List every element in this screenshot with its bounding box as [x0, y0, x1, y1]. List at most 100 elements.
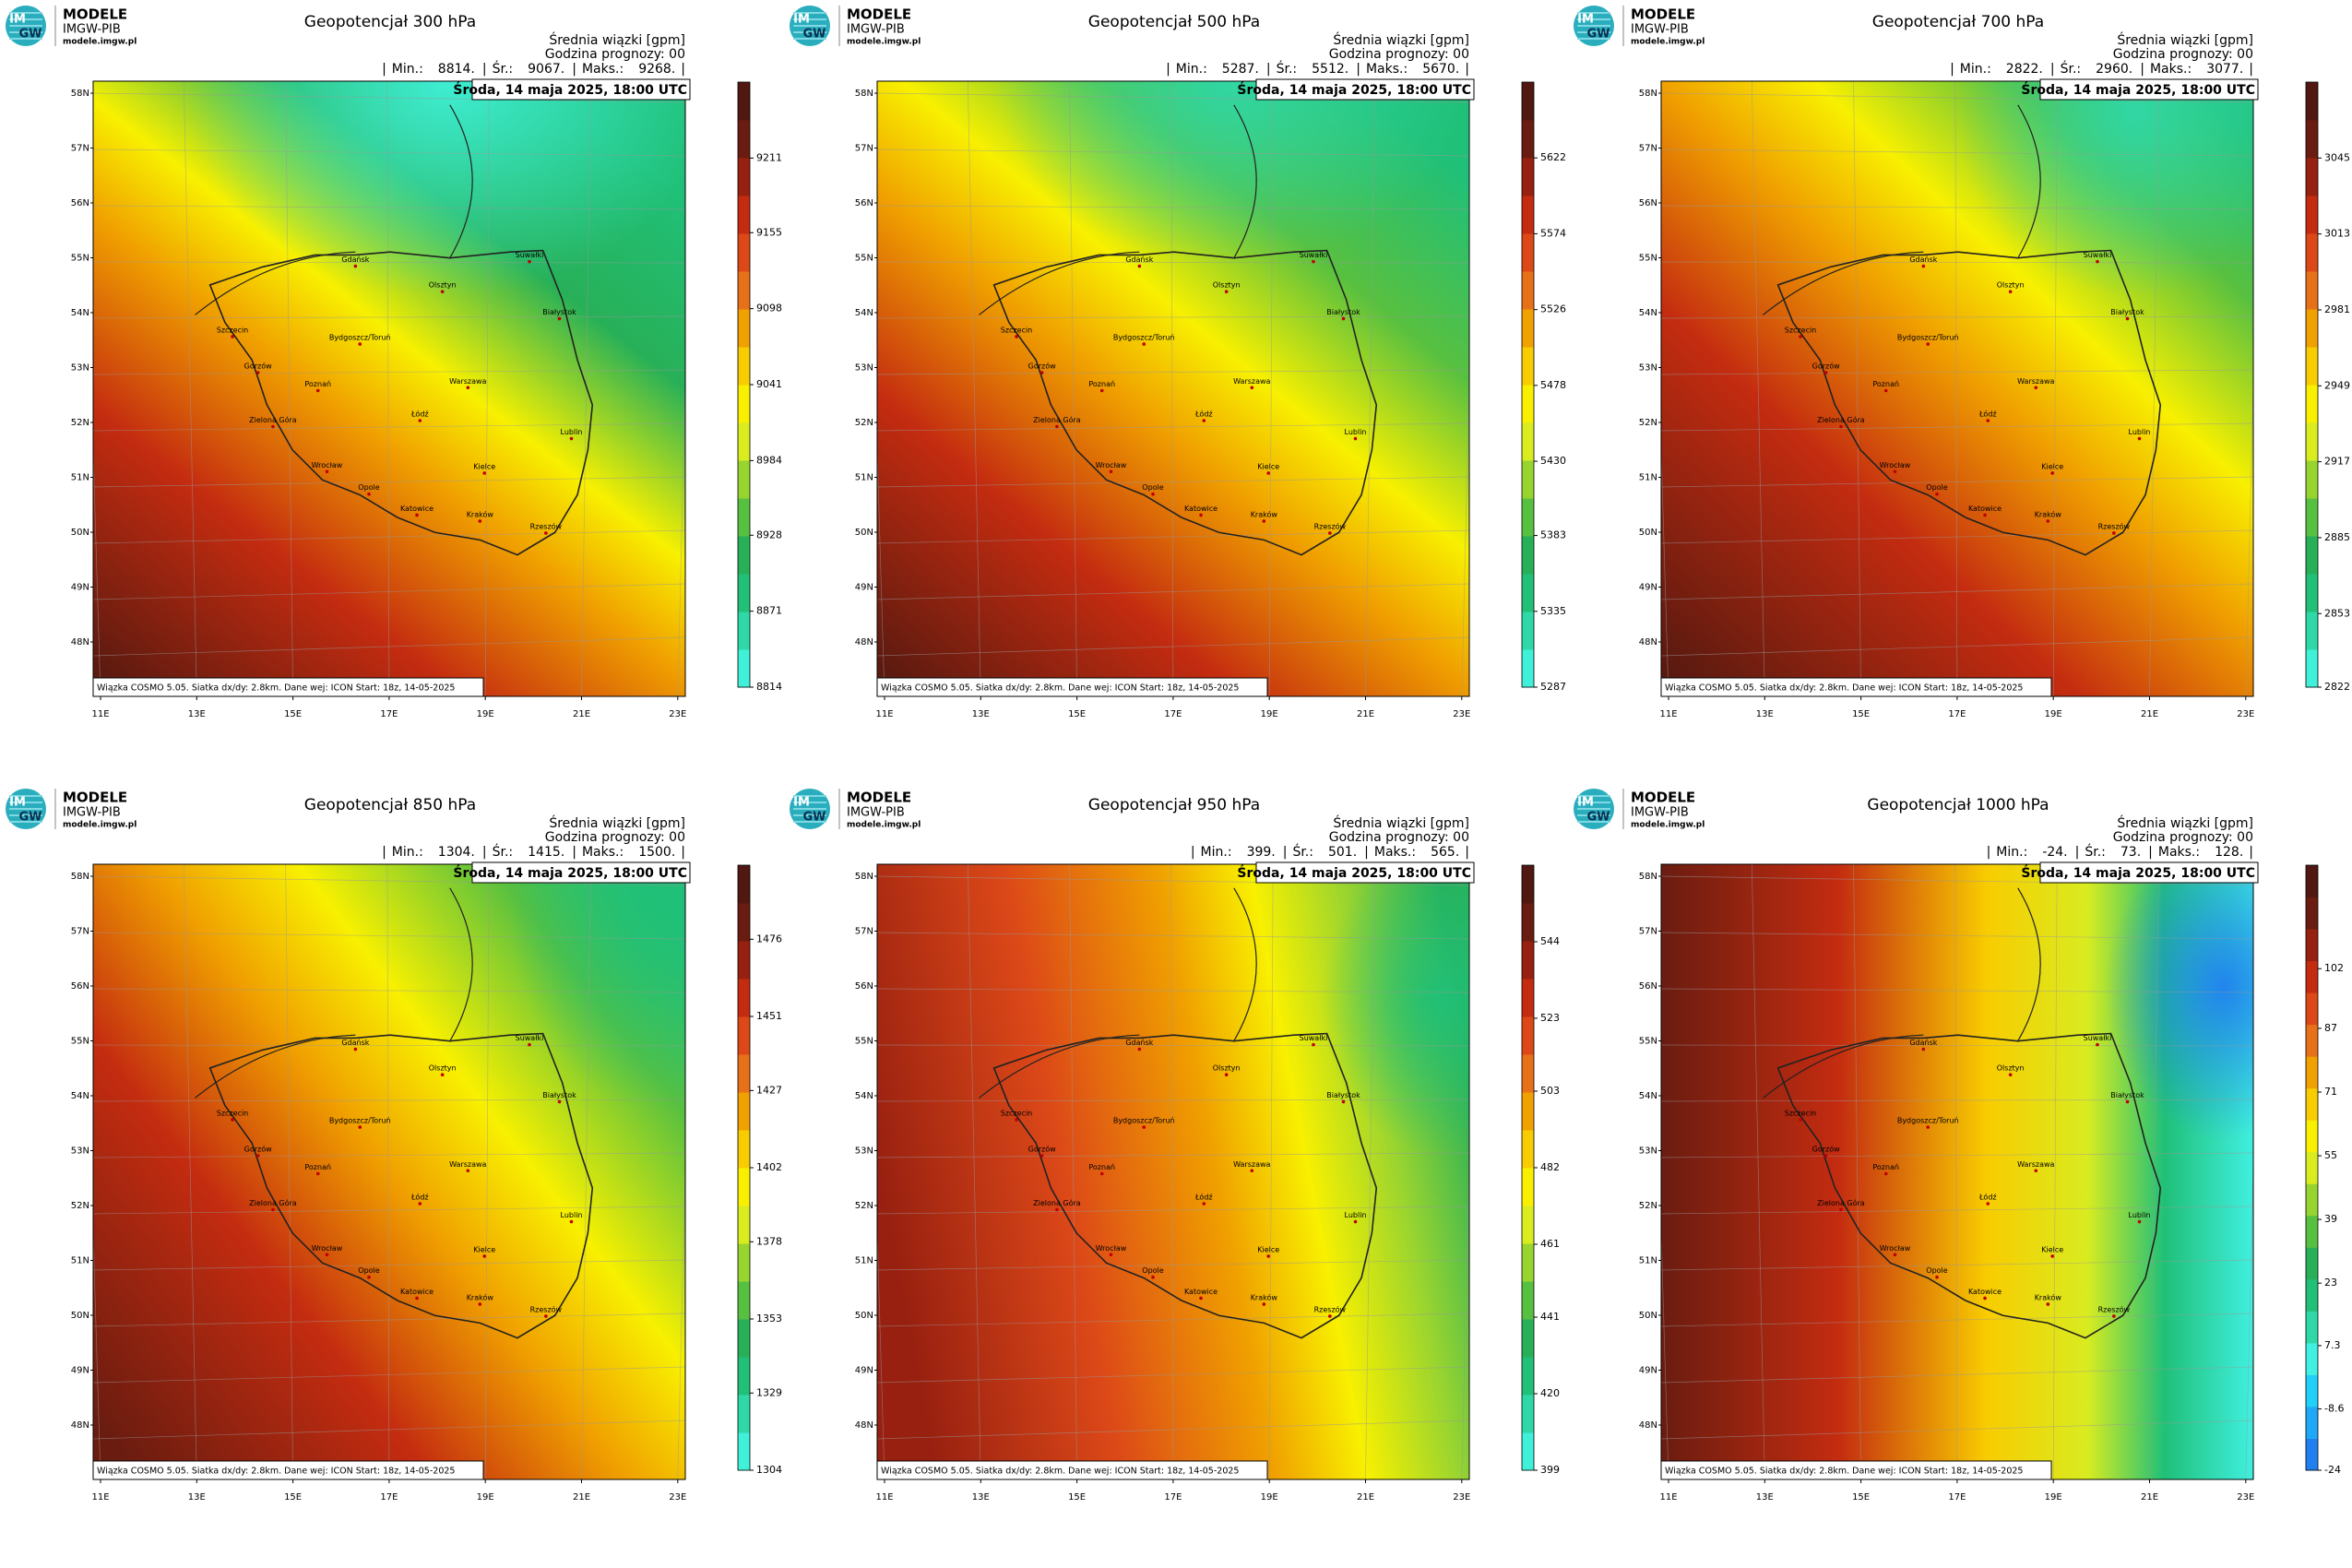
footer-box [1660, 1460, 2052, 1480]
city-dot [1055, 1207, 1059, 1212]
lat-label: 52N [71, 1201, 89, 1211]
grid-line [1661, 1222, 1669, 1479]
lon-label: 13E [972, 1492, 990, 1503]
stat-value: 9268. [638, 62, 675, 77]
lon-label: 19E [477, 1492, 494, 1503]
city-label: Zielona Góra [1817, 1198, 1865, 1207]
city-dot [528, 1042, 531, 1047]
city-dot [2096, 1042, 2099, 1047]
grid-line [2052, 864, 2058, 1479]
colorbar-band [2306, 1247, 2318, 1280]
separator: | [1465, 845, 1469, 860]
map-field-overlay [1661, 81, 2253, 696]
grid-line [93, 932, 685, 940]
stat-value: 1500. [638, 845, 675, 860]
grid-line [1661, 205, 2253, 210]
city-label: Białystok [542, 308, 576, 316]
colorbar-band [1522, 612, 1534, 650]
colorbar-band [1522, 1281, 1534, 1320]
city-dot [440, 290, 445, 293]
city-dot [1799, 335, 1802, 339]
footer-box [92, 1460, 484, 1480]
city-dot [1328, 1314, 1332, 1318]
stat-value: 1304. [438, 845, 475, 860]
city-dot [2008, 290, 2013, 293]
grid-line [93, 315, 685, 319]
grid-line [93, 1313, 685, 1327]
stat-value: 2960. [2096, 62, 2132, 77]
stat-value: 501. [1328, 845, 1357, 860]
colorbar-band [2306, 196, 2318, 234]
grid-line [1661, 875, 2253, 886]
stat-value: 2822. [2006, 62, 2043, 77]
lon-label: 15E [284, 709, 302, 719]
city-label: Łódź [410, 1193, 429, 1202]
colorbar-band [1522, 1357, 1534, 1396]
grid-line [285, 864, 293, 1479]
city-label: Poznań [304, 380, 331, 388]
city-dot [1151, 1275, 1155, 1279]
city-label: Olsztyn [1997, 281, 2025, 290]
map-field-overlay [877, 864, 1469, 1479]
colorbar-band [1522, 536, 1534, 575]
colorbar-band [738, 309, 750, 348]
city-dot [1250, 386, 1254, 390]
grid-line [484, 864, 490, 1479]
colorbar-label: 55 [2324, 1149, 2337, 1161]
city-dot [1199, 513, 1203, 517]
logo-url: modele.imgw.pl [847, 38, 921, 47]
stat-label: Śr.: [2085, 843, 2106, 860]
logo-url: modele.imgw.pl [63, 821, 137, 830]
colorbar-band [2306, 1278, 2318, 1312]
panel-title: Geopotencjał 850 hPa [304, 796, 476, 814]
stat-label: Min.: [1201, 845, 1232, 860]
lat-label: 48N [855, 1420, 873, 1431]
separator: | [1266, 62, 1271, 77]
city-dot [478, 519, 482, 523]
city-dot [1926, 1125, 1930, 1129]
lat-label: 55N [71, 254, 89, 264]
city-dot [1015, 335, 1018, 339]
city-label: Wrocław [312, 1244, 343, 1253]
logo-mark: GW [802, 811, 826, 825]
colorbar-band [1522, 1395, 1534, 1433]
header-line: Godzina prognozy: 00 [2113, 830, 2253, 845]
colorbar-band [738, 1281, 750, 1320]
coastline [1763, 887, 2041, 1099]
coastline [979, 104, 1257, 315]
lon-label: 17E [1164, 709, 1182, 719]
grid-line [93, 1044, 685, 1047]
colorbar-label: 23 [2324, 1277, 2337, 1289]
city-dot [1799, 1118, 1802, 1122]
stat-label: Śr.: [493, 60, 514, 77]
colorbar-band [738, 1168, 750, 1206]
lat-label: 56N [855, 981, 873, 992]
separator: | [681, 845, 685, 860]
city-label: Opole [358, 483, 379, 492]
city-label: Katowice [1968, 1288, 2002, 1296]
grid-line [1954, 81, 1958, 696]
lon-label: 11E [875, 709, 893, 719]
grid-line [877, 1259, 1469, 1271]
colorbar-band [738, 903, 750, 942]
lat-label: 57N [71, 927, 89, 937]
city-label: Olsztyn [429, 1064, 457, 1073]
colorbar-band [1522, 120, 1534, 159]
lat-label: 54N [855, 1091, 873, 1101]
grid-line [877, 261, 1469, 264]
grid-line [1170, 864, 1174, 1479]
lat-label: 51N [71, 1256, 89, 1266]
date-box [471, 78, 691, 101]
city-dot [1921, 264, 1926, 268]
city-dot [2112, 1314, 2116, 1318]
city-dot [325, 1253, 329, 1257]
city-label: Gorzów [1028, 361, 1056, 370]
lon-label: 21E [1357, 1492, 1374, 1503]
grid-line [1268, 864, 1274, 1479]
lon-label: 11E [91, 709, 109, 719]
lon-label: 19E [1261, 709, 1278, 719]
colorbar-band [2306, 865, 2318, 898]
city-label: Kielce [2041, 1245, 2063, 1253]
colorbar-label: 2853 [2324, 607, 2350, 619]
